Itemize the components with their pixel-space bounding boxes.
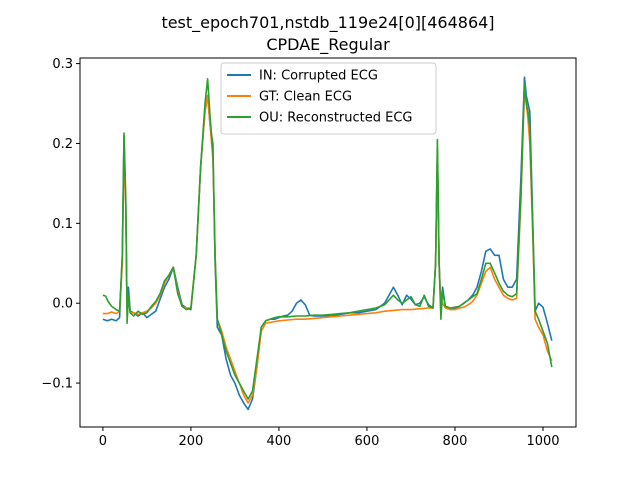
y-tick-label: 0.1: [52, 217, 73, 232]
legend-label: IN: Corrupted ECG: [259, 69, 378, 84]
y-tick-label: 0.0: [52, 297, 73, 312]
x-tick-label: 400: [267, 434, 292, 449]
y-tick-label: 0.3: [52, 57, 73, 72]
series-line-3: [102, 78, 553, 400]
x-tick-label: 200: [178, 434, 203, 449]
x-tick-label: 800: [443, 434, 468, 449]
legend-box: [220, 62, 437, 135]
plot-frame: [79, 57, 577, 428]
legend: IN: Corrupted ECG GT: Clean ECG OU: Recons…: [220, 62, 437, 135]
x-tick-label: 0: [99, 434, 107, 449]
legend-label: OU: Reconstructed ECG: [259, 111, 413, 126]
y-tick-label: 0.2: [52, 137, 73, 152]
axis-ticks: 0 200 400 600 800 1000 −0.1 0.0 0.1 0.2 0.3: [41, 57, 559, 449]
y-tick-label: −0.1: [41, 377, 73, 392]
series-lines: [102, 76, 553, 411]
chart-title: test_epoch701,nstdb_119e24[0][464864]: [161, 13, 494, 33]
x-tick-label: 1000: [526, 434, 559, 449]
x-tick-label: 600: [355, 434, 380, 449]
chart-subtitle: CPDAE_Regular: [266, 35, 390, 55]
legend-label: GT: Clean ECG: [259, 90, 352, 105]
